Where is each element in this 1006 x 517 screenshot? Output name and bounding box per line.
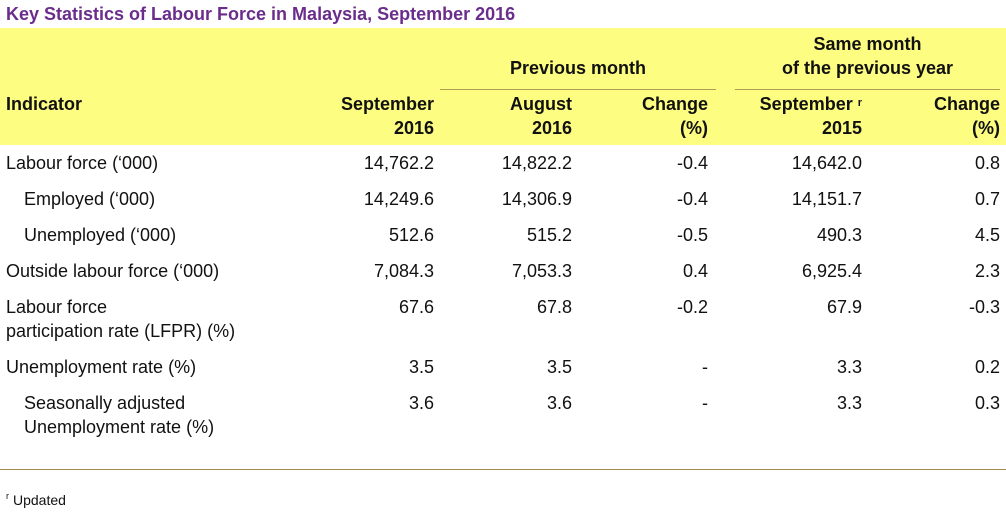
- cell: 490.3: [816, 225, 862, 245]
- cell: 3.3: [836, 357, 862, 377]
- cell: 7,084.3: [373, 261, 434, 281]
- cell: -0.3: [968, 297, 1000, 317]
- column-header: 2016: [393, 118, 434, 138]
- row-label: Labour force (‘000): [6, 153, 159, 173]
- cell: 3.5: [408, 357, 434, 377]
- column-header: Indicator: [6, 94, 83, 114]
- note-mark: r: [857, 97, 862, 109]
- column-header: (%): [972, 118, 1000, 138]
- row-label: Unemployment rate (%): [6, 357, 197, 377]
- cell: 7,053.3: [511, 261, 572, 281]
- column-header: August: [510, 94, 572, 114]
- column-header: Change: [641, 94, 708, 114]
- cell: 14,151.7: [791, 189, 862, 209]
- footnote: r Updated: [6, 484, 66, 512]
- cell: 14,306.9: [501, 189, 572, 209]
- row-label: Outside labour force (‘000): [6, 261, 220, 281]
- cell: 4.5: [974, 225, 1000, 245]
- column-header: 2016: [531, 118, 572, 138]
- cell: -0.4: [676, 189, 708, 209]
- cell: 3.3: [836, 393, 862, 413]
- cell: 512.6: [388, 225, 434, 245]
- group-header: Same month: [813, 34, 922, 54]
- row-label: Unemployed (‘000): [24, 225, 177, 245]
- cell: 0.8: [974, 153, 1000, 173]
- cell: -: [702, 393, 708, 413]
- cell: -0.4: [676, 153, 708, 173]
- cell: 3.5: [546, 357, 572, 377]
- cell: 14,642.0: [791, 153, 862, 173]
- cell: -: [702, 357, 708, 377]
- cell: 0.2: [974, 357, 1000, 377]
- cell: 0.3: [974, 393, 1000, 413]
- cell: 0.4: [682, 261, 708, 281]
- column-header: 2015: [821, 118, 862, 138]
- cell: 6,925.4: [801, 261, 862, 281]
- footnote-text: Updated: [13, 491, 66, 508]
- footnote-mark: r: [6, 491, 9, 501]
- row-label: Labour force: [6, 297, 108, 317]
- cell: 0.7: [974, 189, 1000, 209]
- row-label: Employed (‘000): [24, 189, 156, 209]
- group-rule: [440, 89, 716, 90]
- cell: 3.6: [546, 393, 572, 413]
- row-label: Seasonally adjusted: [24, 393, 186, 413]
- cell: 14,249.6: [363, 189, 434, 209]
- cell: 14,822.2: [501, 153, 572, 173]
- header-band: [0, 28, 1006, 145]
- group-rule: [735, 89, 1000, 90]
- column-header: September r: [759, 94, 862, 114]
- column-header: (%): [680, 118, 708, 138]
- bottom-rule: [0, 469, 1006, 470]
- cell: -0.5: [676, 225, 708, 245]
- column-header: September: [340, 94, 434, 114]
- cell: 3.6: [408, 393, 434, 413]
- cell: 515.2: [526, 225, 572, 245]
- cell: 67.6: [398, 297, 434, 317]
- cell: 2.3: [974, 261, 1000, 281]
- group-header: Previous month: [509, 58, 647, 78]
- cell: 67.9: [826, 297, 862, 317]
- row-label: participation rate (LFPR) (%): [6, 321, 236, 341]
- cell: 14,762.2: [363, 153, 434, 173]
- group-header: of the previous year: [781, 58, 954, 78]
- title: Key Statistics of Labour Force in Malays…: [6, 4, 516, 24]
- cell: -0.2: [676, 297, 708, 317]
- cell: 67.8: [536, 297, 572, 317]
- row-label: Unemployment rate (%): [24, 417, 215, 437]
- column-header: Change: [933, 94, 1000, 114]
